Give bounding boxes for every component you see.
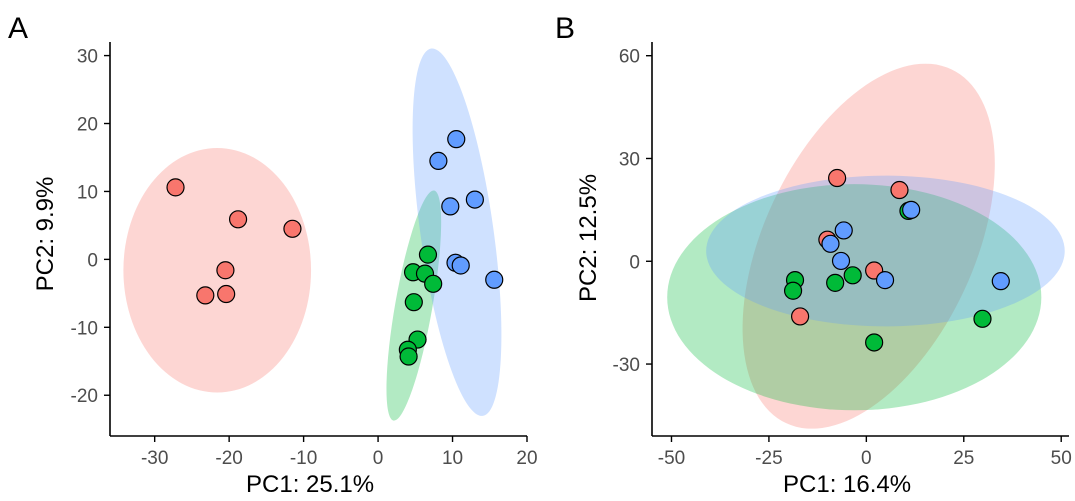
data-point (875, 271, 895, 290)
points (783, 168, 1010, 352)
data-point (196, 286, 215, 305)
y-axis-label-b: PC2: 12.5% (575, 173, 602, 303)
data-point (217, 284, 236, 304)
panel-label-a: A (8, 12, 29, 45)
panel-b: B -50 -25 0 25 50 -30 0 30 60 PC1: 16.4% PC2: 12… (537, 0, 1074, 501)
data-point (424, 274, 443, 293)
confidence-ellipse-3 (706, 175, 1065, 327)
y-tick-label: 0 (87, 250, 98, 271)
data-point (418, 245, 438, 264)
y-tick-label: 10 (77, 182, 98, 203)
x-tick-label: 50 (1051, 448, 1072, 469)
x-tick-label: -30 (141, 448, 168, 469)
y-tick-label: 30 (77, 47, 98, 68)
x-axis-label-a: PC1: 25.1% (246, 471, 375, 498)
confidence-ellipse-2 (667, 184, 1042, 411)
data-point (441, 197, 460, 216)
data-point (790, 307, 810, 326)
data-point (465, 190, 484, 209)
confidence-ellipse-3 (412, 48, 502, 416)
confidence-ellipse-1 (742, 63, 995, 429)
data-point (865, 333, 884, 352)
x-tick-label: 20 (516, 448, 537, 469)
panel-a: A -30 -20 -10 0 10 20 -20 -10 0 10 20 30 PC1: 25.1%… (0, 0, 537, 501)
data-point (843, 266, 862, 285)
y-axis-label-a: PC2: 9.9% (32, 176, 59, 292)
x-tick-label: -25 (755, 448, 782, 469)
x-tick-label: 25 (953, 448, 974, 469)
chart-b: -50 -25 0 25 50 -30 0 30 60 (613, 42, 1072, 469)
y-tick-label: 60 (619, 47, 640, 68)
y-tick-label: -20 (71, 386, 98, 407)
data-point (399, 347, 418, 366)
data-point (485, 270, 504, 289)
data-point (902, 200, 921, 219)
x-tick-label: -50 (658, 448, 685, 469)
data-point (831, 251, 851, 271)
y-tick-label: -10 (71, 318, 98, 339)
data-point (166, 178, 185, 197)
y-tick-label: 20 (77, 115, 98, 136)
y-tick-label: 30 (619, 149, 640, 170)
data-point (451, 256, 470, 275)
data-point (404, 293, 423, 312)
data-point (216, 261, 235, 280)
data-point (890, 180, 909, 200)
x-tick-label: 0 (373, 448, 384, 469)
x-tick-label: 0 (861, 448, 872, 469)
data-point (429, 151, 448, 170)
data-point (447, 130, 466, 149)
data-point (283, 219, 302, 238)
points (166, 130, 504, 366)
ellipses (123, 48, 502, 421)
data-point (828, 168, 847, 188)
panel-label-b: B (555, 12, 576, 45)
data-point (834, 221, 853, 240)
x-tick-label: -10 (290, 448, 317, 469)
data-point (826, 273, 845, 292)
data-point (821, 234, 840, 253)
data-point (991, 272, 1010, 291)
x-axis-label-b: PC1: 16.4% (783, 471, 912, 498)
data-point (228, 210, 248, 229)
y-tick-label: -30 (613, 355, 640, 376)
data-point (973, 309, 992, 328)
chart-a: -30 -20 -10 0 10 20 -20 -10 0 10 20 30 (71, 42, 537, 469)
x-tick-label: 10 (442, 448, 463, 469)
ellipses (667, 63, 1065, 429)
y-tick-label: 0 (629, 252, 640, 273)
x-tick-label: -20 (215, 448, 242, 469)
data-point (783, 281, 803, 300)
